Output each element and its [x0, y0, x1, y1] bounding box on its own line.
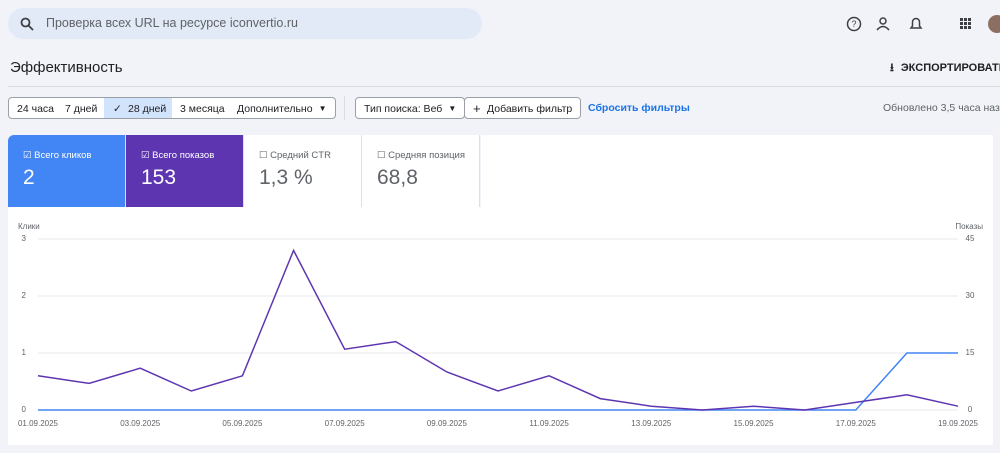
y-tick-label: 2	[22, 291, 27, 300]
top-icons: ?	[846, 15, 1000, 33]
metric-label-text: Средний CTR	[270, 150, 331, 161]
y2-tick-label: 45	[966, 234, 975, 243]
add-filter-label: Добавить фильтр	[487, 103, 573, 115]
y-tick-label: 1	[22, 348, 27, 357]
search-placeholder: Проверка всех URL на ресурсе iconvertio.…	[46, 16, 298, 30]
y2-tick-label: 30	[966, 291, 975, 300]
y2-tick-label: 0	[968, 405, 973, 414]
range-label: Дополнительно	[237, 103, 313, 115]
y2-tick-label: 15	[966, 348, 975, 357]
search-box[interactable]: Проверка всех URL на ресурсе iconvertio.…	[8, 8, 482, 39]
metric-card[interactable]: ☑ Всего показов 153	[126, 135, 244, 207]
x-tick-label: 15.09.2025	[734, 419, 775, 428]
metric-label-text: Всего показов	[152, 150, 215, 161]
x-tick-label: 17.09.2025	[836, 419, 877, 428]
x-tick-label: 11.09.2025	[529, 419, 569, 428]
x-tick-label: 13.09.2025	[631, 419, 672, 428]
x-tick-label: 05.09.2025	[222, 419, 263, 428]
metric-card[interactable]: ☑ Всего кликов 2	[8, 135, 126, 207]
series-line	[37, 248, 959, 411]
export-label: ЭКСПОРТИРОВАТЬ	[900, 62, 1000, 74]
range-more-button[interactable]: Дополнительно ▼	[229, 97, 336, 119]
card-row-fill	[481, 135, 993, 207]
range-button-selected[interactable]: ✓ 28 дней	[104, 97, 176, 119]
search-icon	[20, 17, 34, 31]
x-tick-label: 07.09.2025	[325, 419, 366, 428]
metric-label: ☐ Средняя позиция	[377, 150, 465, 161]
divider	[8, 86, 1000, 87]
add-filter-button[interactable]: + Добавить фильтр	[464, 97, 582, 119]
metric-card[interactable]: ☐ Средняя позиция 68,8	[362, 135, 480, 207]
metric-label: ☑ Всего кликов	[23, 150, 92, 161]
search-type-button[interactable]: Тип поиска: Веб ▼	[355, 97, 466, 119]
y2-axis-title: Показы	[955, 222, 983, 231]
metric-value: 153	[141, 166, 177, 189]
metric-value: 1,3 %	[259, 166, 313, 189]
y-axis-title: Клики	[18, 222, 40, 231]
y-tick-label: 3	[22, 234, 27, 243]
chart-panel	[8, 207, 993, 445]
metric-value: 68,8	[377, 166, 418, 189]
export-button[interactable]: ⭳ ЭКСПОРТИРОВАТЬ	[890, 59, 1000, 78]
range-label: 28 дней	[128, 103, 167, 115]
divider	[344, 96, 345, 120]
x-tick-label: 09.09.2025	[427, 419, 468, 428]
y-tick-label: 0	[22, 405, 27, 414]
metric-label: ☑ Всего показов	[141, 150, 215, 161]
metric-value: 2	[23, 166, 35, 189]
x-tick-label: 01.09.2025	[18, 419, 59, 428]
series-line	[38, 352, 958, 411]
x-tick-label: 19.09.2025	[938, 419, 979, 428]
updated-label: Обновлено 3,5 часа назад	[883, 102, 1000, 114]
range-button[interactable]: 7 дней	[57, 97, 107, 119]
range-button[interactable]: 3 месяца	[172, 97, 234, 119]
metric-label: ☐ Средний CTR	[259, 150, 331, 161]
metric-card[interactable]: ☐ Средний CTR 1,3 %	[244, 135, 362, 207]
reset-filters-link[interactable]: Сбросить фильтры	[588, 102, 690, 114]
search-type-label: Тип поиска: Веб	[364, 103, 443, 115]
metric-label-text: Всего кликов	[34, 150, 92, 161]
x-tick-label: 03.09.2025	[120, 419, 161, 428]
metric-label-text: Средняя позиция	[388, 150, 465, 161]
check-icon: ✓	[113, 103, 122, 115]
svg-text:?: ?	[851, 19, 856, 29]
page-title: Эффективность	[10, 59, 123, 76]
